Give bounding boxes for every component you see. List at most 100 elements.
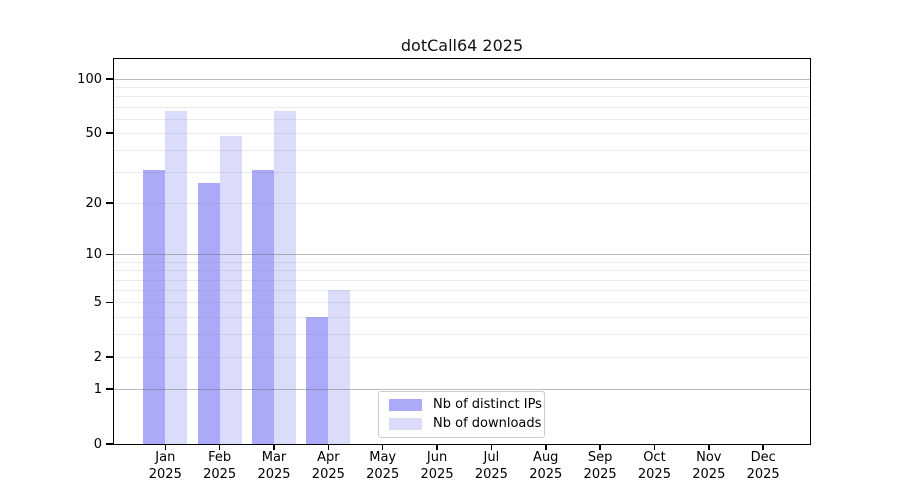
x-tick-year: 2025 [148, 466, 182, 482]
major-gridline [113, 254, 811, 256]
chart-title: dotCall64 2025 [400, 36, 524, 55]
bar-downloads-jan [165, 111, 188, 445]
minor-gridline [113, 261, 811, 263]
minor-gridline [113, 270, 811, 272]
x-tick-month: Oct [643, 450, 666, 465]
x-tick-month: Jul [483, 450, 500, 465]
x-tick-month: May [369, 450, 397, 465]
y-tick-mark [106, 356, 113, 358]
minor-gridline [113, 87, 811, 89]
minor-gridline [113, 279, 811, 281]
x-tick-year: 2025 [420, 466, 454, 482]
x-tick-month: Jan [155, 450, 176, 465]
minor-gridline [113, 118, 811, 120]
x-tick-label: Sep 2025 [568, 450, 632, 483]
x-tick-mark [599, 444, 601, 450]
legend-item: Nb of distinct IPs [389, 398, 544, 412]
y-tick-mark [106, 253, 113, 256]
x-tick-label: May 2025 [351, 450, 415, 483]
x-tick-year: 2025 [474, 466, 508, 482]
y-tick-label: 2 [93, 349, 102, 365]
y-tick-mark [106, 202, 113, 204]
x-tick-mark [708, 444, 710, 450]
x-tick-month: Apr [317, 450, 340, 465]
x-tick-month: Mar [261, 450, 287, 465]
minor-gridline [113, 302, 811, 304]
y-tick-mark [106, 132, 113, 134]
minor-gridline [113, 96, 811, 98]
bar-downloads-mar [274, 111, 296, 445]
minor-gridline [113, 334, 811, 336]
x-tick-month: Sep [587, 450, 613, 465]
x-tick-year: 2025 [203, 466, 237, 482]
x-tick-mark [381, 444, 384, 450]
x-tick-mark [164, 444, 167, 450]
x-tick-month: Dec [750, 450, 776, 465]
x-tick-label: Dec 2025 [731, 450, 795, 483]
minor-gridline [113, 290, 811, 292]
y-tick-mark [106, 388, 113, 390]
y-tick-label: 20 [85, 195, 102, 211]
minor-gridline [113, 203, 811, 205]
x-tick-mark [273, 444, 275, 450]
y-tick-mark [106, 78, 113, 80]
x-tick-label: Aug 2025 [514, 450, 578, 483]
x-tick-label: Jan 2025 [133, 450, 197, 483]
y-tick-label: 5 [93, 294, 102, 310]
bar-downloads-feb [219, 136, 242, 445]
legend-label: Nb of downloads [433, 416, 542, 431]
y-tick-mark [106, 443, 113, 445]
major-gridline [113, 79, 811, 80]
major-gridline [113, 389, 811, 391]
x-tick-month: Nov [696, 450, 722, 465]
x-tick-label: Apr 2025 [296, 450, 360, 483]
minor-gridline [113, 133, 811, 135]
bar-distinct-ips-feb [197, 183, 220, 445]
x-tick-month: Feb [208, 450, 232, 465]
x-tick-label: Jul 2025 [459, 450, 523, 483]
legend-swatch [389, 399, 422, 411]
x-tick-mark [218, 444, 221, 450]
y-tick-label: 50 [85, 125, 102, 141]
x-tick-year: 2025 [583, 466, 617, 482]
minor-gridline [113, 106, 811, 108]
y-tick-label: 1 [93, 381, 102, 397]
bar-distinct-ips-mar [252, 169, 274, 445]
legend-item: Nb of downloads [389, 417, 544, 431]
minor-gridline [113, 172, 811, 174]
x-tick-year: 2025 [529, 466, 563, 482]
x-tick-month: Jun [426, 450, 448, 465]
x-tick-mark [327, 444, 330, 450]
legend-label: Nb of distinct IPs [433, 397, 542, 412]
x-tick-mark [490, 444, 493, 450]
x-tick-year: 2025 [746, 466, 780, 482]
bar-downloads-apr [328, 290, 351, 445]
x-tick-mark [436, 444, 438, 450]
x-tick-month: Aug [533, 450, 559, 465]
y-tick-mark [106, 301, 113, 304]
legend-swatch [389, 418, 422, 430]
x-tick-label: Nov 2025 [677, 450, 741, 483]
minor-gridline [113, 316, 811, 318]
y-tick-label: 0 [93, 436, 102, 452]
x-tick-year: 2025 [692, 466, 726, 482]
x-tick-year: 2025 [257, 466, 291, 482]
bar-distinct-ips-apr [306, 316, 329, 445]
y-tick-label: 100 [77, 71, 102, 87]
x-tick-year: 2025 [311, 466, 345, 482]
x-tick-mark [653, 444, 656, 450]
x-tick-label: Oct 2025 [622, 450, 686, 483]
x-tick-label: Feb 2025 [188, 450, 252, 483]
x-tick-mark [545, 444, 547, 450]
x-tick-label: Mar 2025 [242, 450, 306, 483]
legend-box: Nb of distinct IPs Nb of downloads [378, 391, 545, 438]
x-tick-year: 2025 [637, 466, 671, 482]
plot-area [113, 58, 811, 445]
y-tick-label: 10 [85, 246, 102, 262]
bar-distinct-ips-jan [143, 169, 166, 445]
minor-gridline [113, 150, 811, 152]
x-tick-mark [762, 444, 764, 450]
x-tick-year: 2025 [366, 466, 400, 482]
